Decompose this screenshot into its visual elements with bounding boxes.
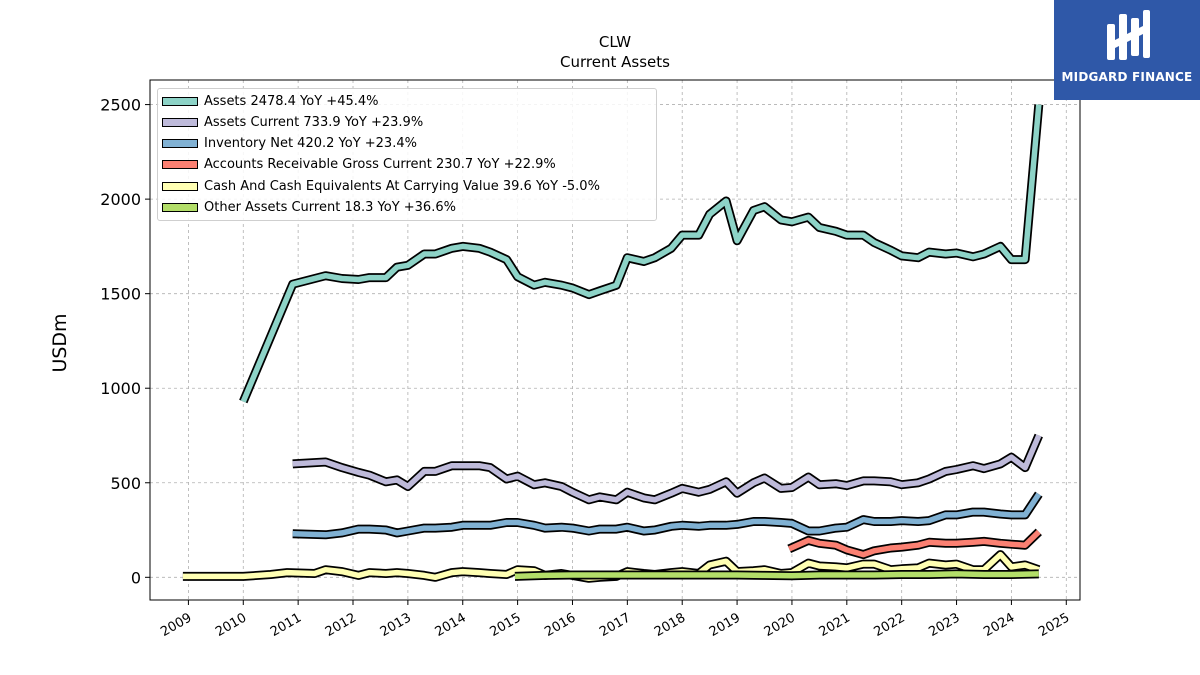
legend-label: Assets Current 733.9 YoY +23.9% xyxy=(204,114,424,130)
logo-text: MIDGARD FINANCE xyxy=(1061,70,1193,84)
x-tick-label: 2020 xyxy=(762,610,798,640)
legend-label: Other Assets Current 18.3 YoY +36.6% xyxy=(204,200,456,215)
x-tick-label: 2009 xyxy=(158,610,194,640)
x-tick-label: 2015 xyxy=(487,610,523,640)
plot-frame xyxy=(149,79,1081,601)
legend-swatch xyxy=(162,160,198,170)
legend-item: Cash And Cash Equivalents At Carrying Va… xyxy=(162,177,600,195)
x-tick-label: 2011 xyxy=(268,610,304,640)
y-tick-label: 500 xyxy=(110,474,141,493)
series-line xyxy=(240,104,1042,403)
series-line xyxy=(788,529,1041,558)
legend: Assets 2478.4 YoY +45.4% Assets Current 7… xyxy=(157,88,657,221)
legend-swatch xyxy=(162,117,198,127)
series-line xyxy=(292,492,1042,538)
x-tick-label: 2010 xyxy=(213,610,249,640)
series-line xyxy=(514,571,1039,580)
legend-item: Other Assets Current 18.3 YoY +36.6% xyxy=(162,199,456,217)
legend-item: Assets Current 733.9 YoY +23.9% xyxy=(162,113,423,131)
logo-mark-icon xyxy=(1107,10,1150,60)
x-tick-label: 2018 xyxy=(652,610,688,640)
chart-title: CLW xyxy=(598,33,632,51)
x-tick-label: 2016 xyxy=(542,610,578,640)
x-tick-label: 2025 xyxy=(1036,610,1072,640)
legend-item: Assets 2478.4 YoY +45.4% xyxy=(162,92,379,110)
series-layer xyxy=(182,104,1044,583)
legend-swatch xyxy=(162,96,198,106)
x-tick-label: 2017 xyxy=(597,610,633,640)
x-tick-label: 2021 xyxy=(817,610,853,640)
y-axis-label: USDm xyxy=(49,313,71,373)
brand-logo: MIDGARD FINANCE xyxy=(1054,0,1200,100)
series-inventory-net xyxy=(292,491,1043,540)
legend-item: Inventory Net 420.2 YoY +23.4% xyxy=(162,135,417,153)
series-assets-current xyxy=(292,433,1043,505)
y-tick-label: 2000 xyxy=(100,190,141,209)
y-tick-label: 2500 xyxy=(100,96,141,115)
legend-item: Accounts Receivable Gross Current 230.7 … xyxy=(162,156,556,174)
x-tick-label: 2024 xyxy=(981,610,1017,640)
legend-label: Assets 2478.4 YoY +45.4% xyxy=(204,93,379,109)
y-tick-label: 1000 xyxy=(100,379,141,398)
x-tick-label: 2014 xyxy=(433,610,469,640)
legend-swatch xyxy=(162,181,198,191)
series-other-assets-current xyxy=(514,569,1039,581)
x-tick-label: 2019 xyxy=(707,610,743,640)
y-tick-label: 0 xyxy=(131,568,141,587)
x-tick-label: 2013 xyxy=(378,610,414,640)
series-assets xyxy=(239,104,1044,404)
y-tick-label: 1500 xyxy=(100,285,141,304)
chart-subtitle: Current Assets xyxy=(560,53,670,71)
x-tick-label: 2022 xyxy=(872,610,908,640)
series-line xyxy=(292,434,1042,503)
series-accounts-receivable-gross-current xyxy=(787,528,1042,560)
legend-label: Accounts Receivable Gross Current 230.7 … xyxy=(204,157,556,173)
x-tick-label: 2012 xyxy=(323,610,359,640)
legend-swatch xyxy=(162,139,198,149)
x-tick-label: 2023 xyxy=(926,610,962,640)
legend-label: Inventory Net 420.2 YoY +23.4% xyxy=(204,136,417,152)
legend-swatch xyxy=(162,203,198,212)
legend-label: Cash And Cash Equivalents At Carrying Va… xyxy=(204,178,600,194)
